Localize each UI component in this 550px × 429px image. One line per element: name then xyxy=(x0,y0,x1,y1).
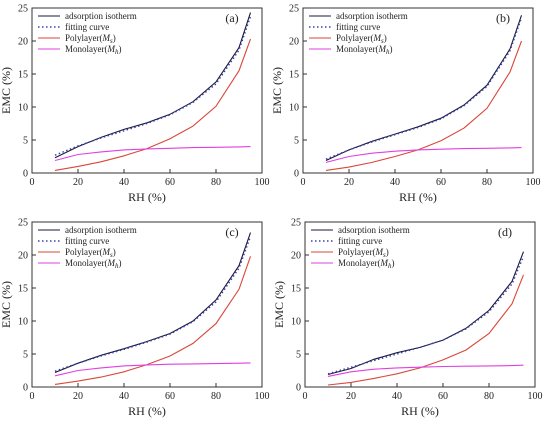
x-tick-label: 80 xyxy=(211,177,221,188)
x-axis-label: RH (%) xyxy=(128,190,166,204)
x-tick-label: 0 xyxy=(303,391,308,402)
panel-label: (c) xyxy=(225,225,238,239)
legend-label: Monolayer(Mh) xyxy=(65,44,122,56)
legend-label: fitting curve xyxy=(65,236,109,246)
plot-frame xyxy=(302,7,534,174)
series-line xyxy=(327,251,525,376)
series-line xyxy=(54,38,252,171)
y-tick-label: 10 xyxy=(291,317,301,328)
y-tick-label: 0 xyxy=(296,383,301,394)
panel-label: (b) xyxy=(496,11,510,25)
x-tick-label: 40 xyxy=(390,177,400,188)
series-line xyxy=(54,146,251,162)
y-tick-label: 20 xyxy=(18,37,28,48)
legend-label: Polylayer(Ms) xyxy=(338,247,389,259)
x-tick-label: 40 xyxy=(119,391,129,402)
x-tick-label: 100 xyxy=(526,177,541,188)
x-tick-label: 80 xyxy=(482,177,492,188)
chart-panel-a: 0 20 40 60 80 100 0 5 10 15 20 25 RH (%) EMC (%) (a) ad… xyxy=(0,4,270,205)
x-tick-label: 40 xyxy=(119,177,129,188)
y-tick-label: 25 xyxy=(291,218,301,229)
series-line xyxy=(327,364,524,377)
x-tick-label: 20 xyxy=(344,177,354,188)
series-line xyxy=(327,274,525,386)
series-line xyxy=(325,147,522,163)
series-line xyxy=(327,256,525,375)
x-tick-label: 20 xyxy=(73,391,83,402)
legend-label: adsorption isotherm xyxy=(336,11,408,21)
x-tick-label: 60 xyxy=(165,391,175,402)
y-tick-label: 0 xyxy=(23,383,28,394)
panel-label: (d) xyxy=(498,225,512,239)
legend-label: fitting curve xyxy=(338,236,382,246)
x-tick-label: 60 xyxy=(165,177,175,188)
chart-panel-d: 0 20 40 60 80 100 0 5 10 15 20 25 RH (%) EMC (%) (d) ad… xyxy=(272,218,543,419)
y-tick-label: 20 xyxy=(289,37,299,48)
y-tick-label: 5 xyxy=(296,350,301,361)
legend-label: adsorption isotherm xyxy=(65,11,137,21)
x-tick-label: 100 xyxy=(528,391,543,402)
y-tick-label: 20 xyxy=(291,251,301,262)
legend-label: Monolayer(Mh) xyxy=(65,258,122,270)
series-line xyxy=(54,236,252,372)
x-tick-label: 20 xyxy=(73,177,83,188)
x-tick-label: 20 xyxy=(346,391,356,402)
y-tick-label: 0 xyxy=(294,169,299,180)
y-tick-label: 5 xyxy=(294,136,299,147)
legend-label: adsorption isotherm xyxy=(338,225,410,235)
legend-label: Polylayer(Ms) xyxy=(65,33,116,45)
x-tick-label: 80 xyxy=(484,391,494,402)
x-tick-label: 60 xyxy=(438,391,448,402)
series-line xyxy=(54,256,252,385)
plot-frame xyxy=(304,221,536,388)
x-tick-label: 0 xyxy=(30,177,35,188)
y-axis-label: EMC (%) xyxy=(0,281,13,328)
series-line xyxy=(54,16,252,156)
legend-label: Polylayer(Ms) xyxy=(65,247,116,259)
chart-panel-b: 0 20 40 60 80 100 0 5 10 15 20 25 RH (%) EMC (%) (b) ad… xyxy=(270,4,541,205)
x-tick-label: 0 xyxy=(301,177,306,188)
x-tick-label: 60 xyxy=(436,177,446,188)
y-tick-label: 25 xyxy=(18,218,28,229)
y-tick-label: 15 xyxy=(289,70,299,81)
plot-frame xyxy=(31,7,263,174)
series-line xyxy=(325,17,523,160)
y-tick-label: 0 xyxy=(23,169,28,180)
y-tick-label: 25 xyxy=(289,4,299,15)
x-axis-label: RH (%) xyxy=(399,190,437,204)
y-tick-label: 10 xyxy=(18,317,28,328)
x-tick-label: 80 xyxy=(211,391,221,402)
y-axis-label: EMC (%) xyxy=(0,67,13,114)
y-tick-label: 15 xyxy=(291,284,301,295)
x-tick-label: 40 xyxy=(392,391,402,402)
y-tick-label: 25 xyxy=(18,4,28,15)
y-tick-label: 10 xyxy=(289,103,299,114)
y-tick-label: 20 xyxy=(18,251,28,262)
legend-label: fitting curve xyxy=(336,22,380,32)
legend-label: Monolayer(Mh) xyxy=(336,44,393,56)
series-line xyxy=(325,40,523,171)
y-tick-label: 15 xyxy=(18,284,28,295)
x-tick-label: 100 xyxy=(255,391,270,402)
x-axis-label: RH (%) xyxy=(128,404,166,418)
x-axis-label: RH (%) xyxy=(401,404,439,418)
panel-label: (a) xyxy=(225,11,238,25)
series-line xyxy=(54,362,251,377)
y-tick-label: 10 xyxy=(18,103,28,114)
plot-frame xyxy=(31,221,263,388)
x-tick-label: 100 xyxy=(255,177,270,188)
legend-label: fitting curve xyxy=(65,22,109,32)
y-axis-label: EMC (%) xyxy=(272,281,286,328)
x-tick-label: 0 xyxy=(30,391,35,402)
chart-panel-c: 0 20 40 60 80 100 0 5 10 15 20 25 RH (%) EMC (%) (c) ad… xyxy=(0,218,270,419)
y-tick-label: 15 xyxy=(18,70,28,81)
legend-label: Polylayer(Ms) xyxy=(336,33,387,45)
y-axis-label: EMC (%) xyxy=(270,67,284,114)
legend-label: Monolayer(Mh) xyxy=(338,258,395,270)
y-tick-label: 5 xyxy=(23,350,28,361)
y-tick-label: 5 xyxy=(23,136,28,147)
legend-label: adsorption isotherm xyxy=(65,225,137,235)
